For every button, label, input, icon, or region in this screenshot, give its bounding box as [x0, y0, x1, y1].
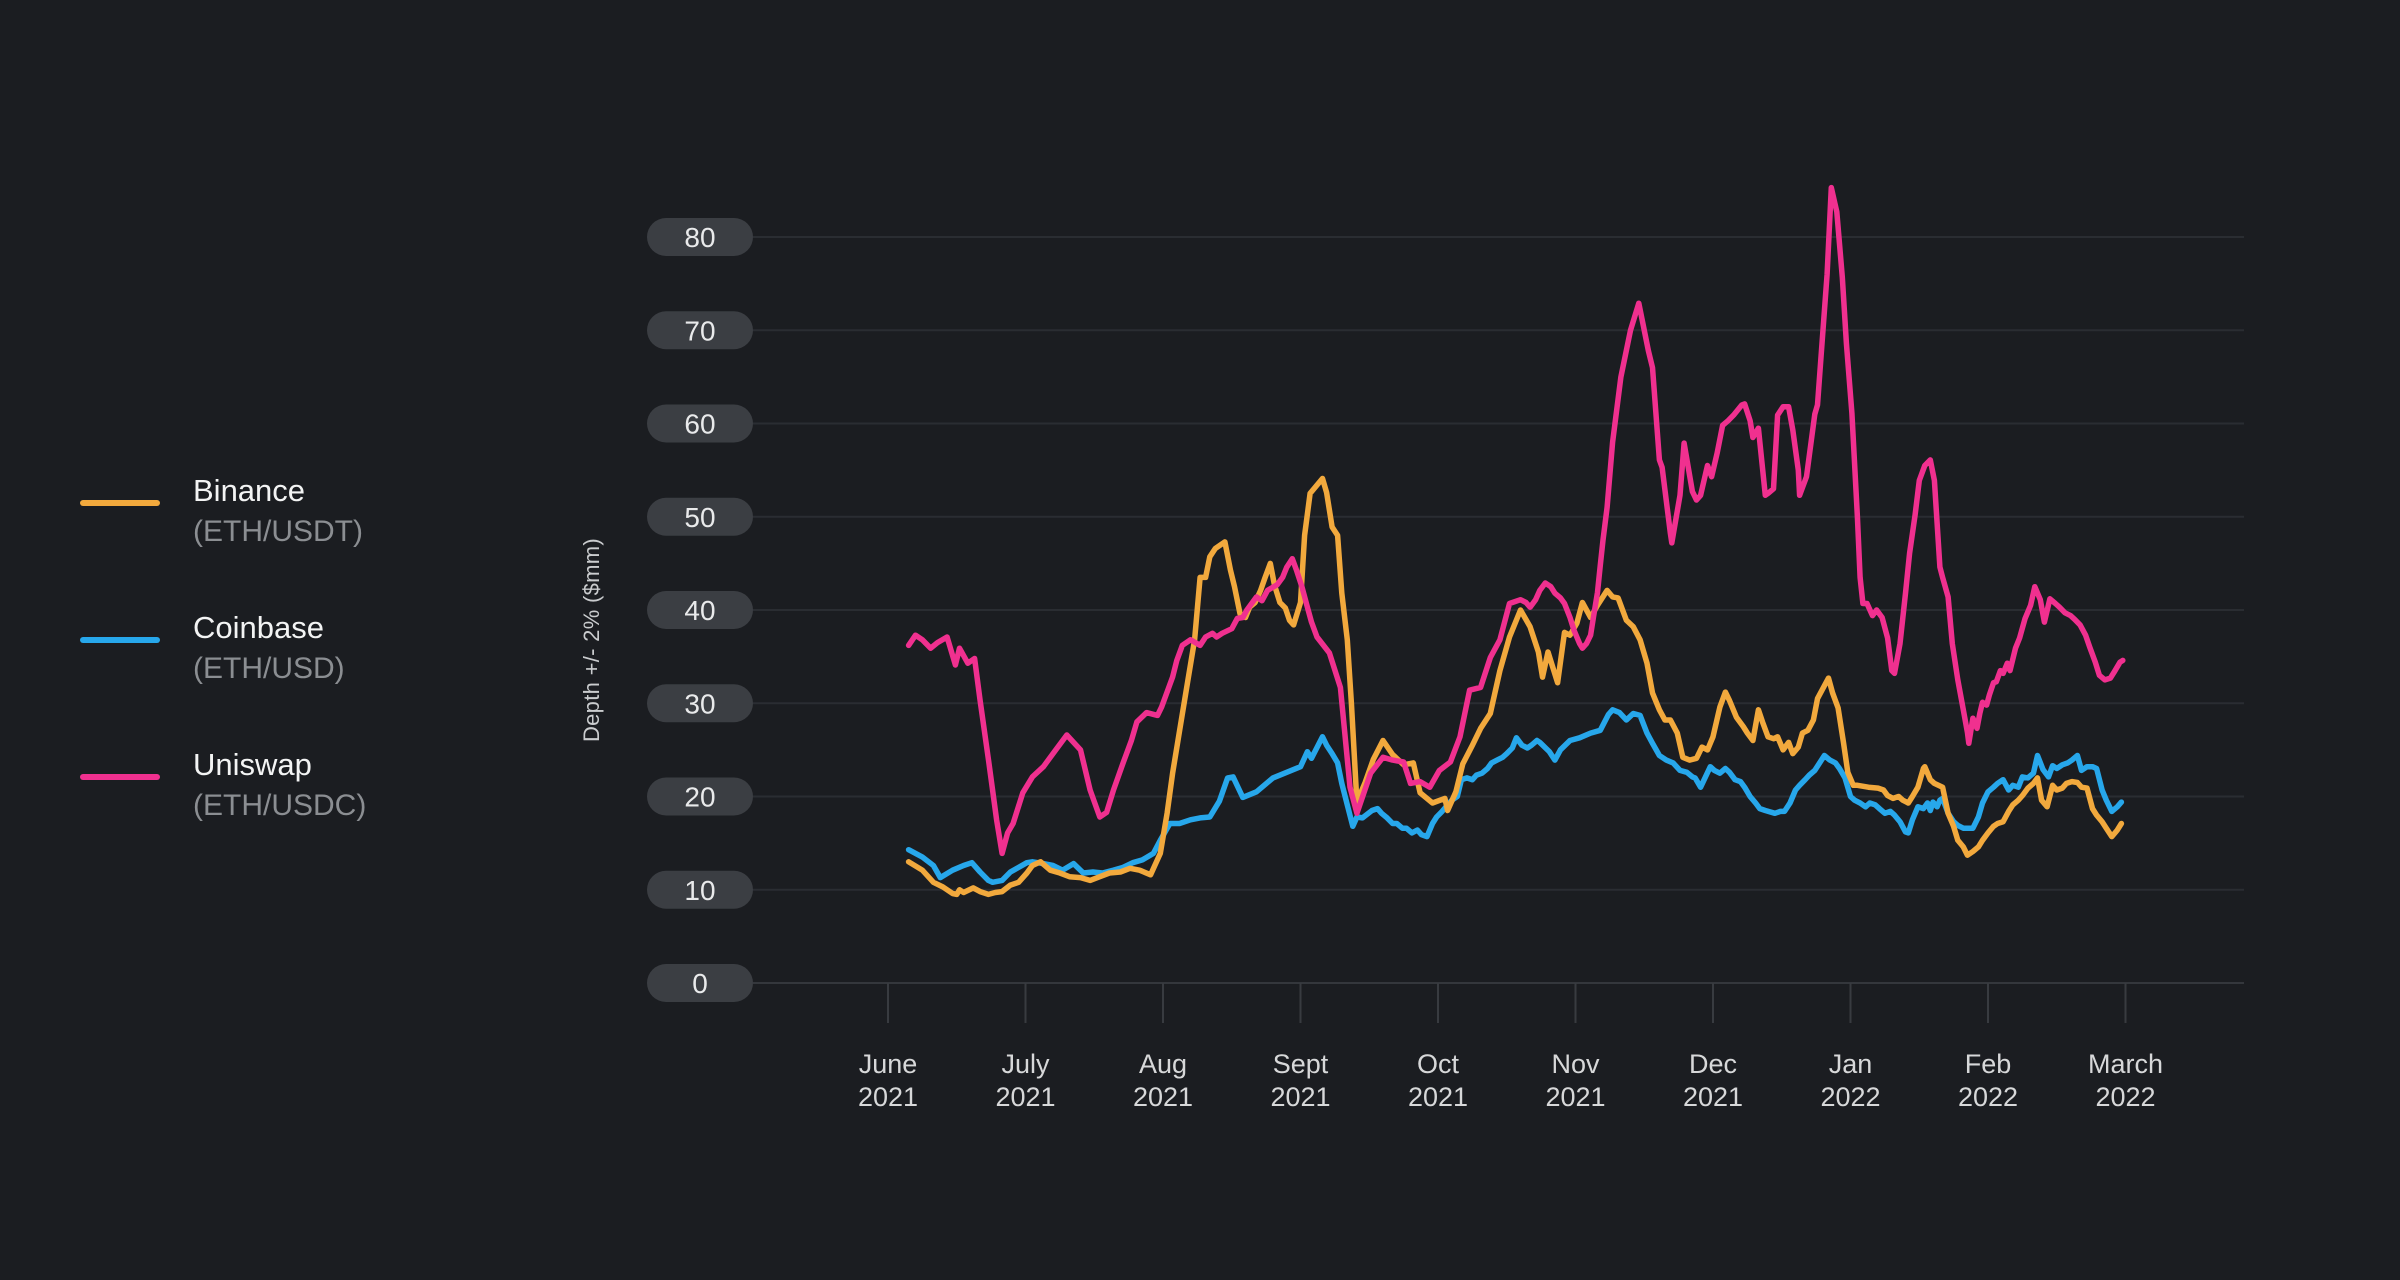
x-axis-label-month: March	[2088, 1049, 2163, 1079]
y-tick-pill	[647, 497, 753, 536]
x-axis-label-month: Feb	[1965, 1049, 2012, 1079]
y-tick-label: 40	[684, 595, 715, 626]
x-axis-label-year: 2021	[1408, 1082, 1468, 1112]
x-axis-label-month: Aug	[1139, 1049, 1187, 1079]
y-tick-label: 80	[684, 222, 715, 253]
series-line-coinbase	[905, 707, 2125, 886]
legend-pair-uniswap: (ETH/USDC)	[193, 789, 367, 822]
y-axis-title: Depth +/- 2% ($mm)	[579, 537, 604, 743]
y-tick-pill	[647, 591, 753, 629]
y-tick-label: 70	[684, 315, 715, 346]
y-tick-label: 0	[692, 968, 708, 999]
x-axis-label-month: Jan	[1829, 1049, 1873, 1079]
legend-name-uniswap: Uniswap	[193, 747, 312, 782]
x-axis-label-year: 2021	[1133, 1082, 1193, 1112]
y-tick-pill	[647, 218, 753, 256]
x-axis-label-year: 2022	[2095, 1082, 2155, 1112]
x-axis-label-year: 2022	[1820, 1082, 1880, 1112]
legend-pair-coinbase: (ETH/USD)	[193, 652, 345, 685]
legend-pair-binance: (ETH/USDT)	[193, 515, 363, 548]
y-tick-label: 10	[684, 875, 715, 906]
x-axis-label-year: 2021	[1270, 1082, 1330, 1112]
y-tick-pill	[647, 870, 753, 909]
y-tick-label: 30	[684, 688, 715, 719]
x-axis-label-year: 2021	[1545, 1082, 1605, 1112]
legend-item-uniswap: Uniswap (ETH/USDC)	[0, 744, 540, 834]
y-tick-label: 50	[684, 502, 715, 533]
series-line-uniswap	[905, 184, 2126, 857]
x-axis-label-month: Nov	[1551, 1049, 1600, 1079]
y-tick-pill	[647, 777, 753, 816]
x-axis-label-month: June	[859, 1049, 918, 1079]
y-tick-label: 60	[684, 409, 715, 440]
x-axis-label-month: Oct	[1417, 1049, 1460, 1079]
legend-swatch-uniswap	[80, 774, 160, 780]
legend-name-binance: Binance	[193, 473, 306, 508]
x-axis-label-month: Sept	[1273, 1049, 1329, 1079]
x-axis-label-month: Dec	[1689, 1049, 1737, 1079]
x-axis-label-year: 2021	[995, 1082, 1055, 1112]
x-axis-label-year: 2021	[1683, 1082, 1743, 1112]
legend-text-coinbase: Coinbase (ETH/USD)	[193, 607, 540, 689]
legend-text-binance: Binance (ETH/USDT)	[193, 470, 540, 552]
legend-text-uniswap: Uniswap (ETH/USDC)	[193, 744, 540, 826]
y-tick-pill	[647, 964, 753, 1002]
legend-swatch-coinbase	[80, 637, 160, 643]
legend-item-binance: Binance (ETH/USDT)	[0, 470, 540, 560]
x-axis-label-year: 2021	[858, 1082, 918, 1112]
legend-name-coinbase: Coinbase	[193, 610, 324, 645]
legend-swatch-binance	[80, 500, 160, 506]
y-tick-pill	[647, 684, 753, 723]
legend-item-coinbase: Coinbase (ETH/USD)	[0, 607, 540, 697]
y-tick-pill	[647, 404, 753, 443]
x-axis-label-year: 2022	[1958, 1082, 2018, 1112]
series-line-binance	[905, 475, 2125, 898]
y-tick-pill	[647, 311, 753, 350]
x-axis-label-month: July	[1001, 1049, 1050, 1079]
y-tick-label: 20	[684, 782, 715, 813]
